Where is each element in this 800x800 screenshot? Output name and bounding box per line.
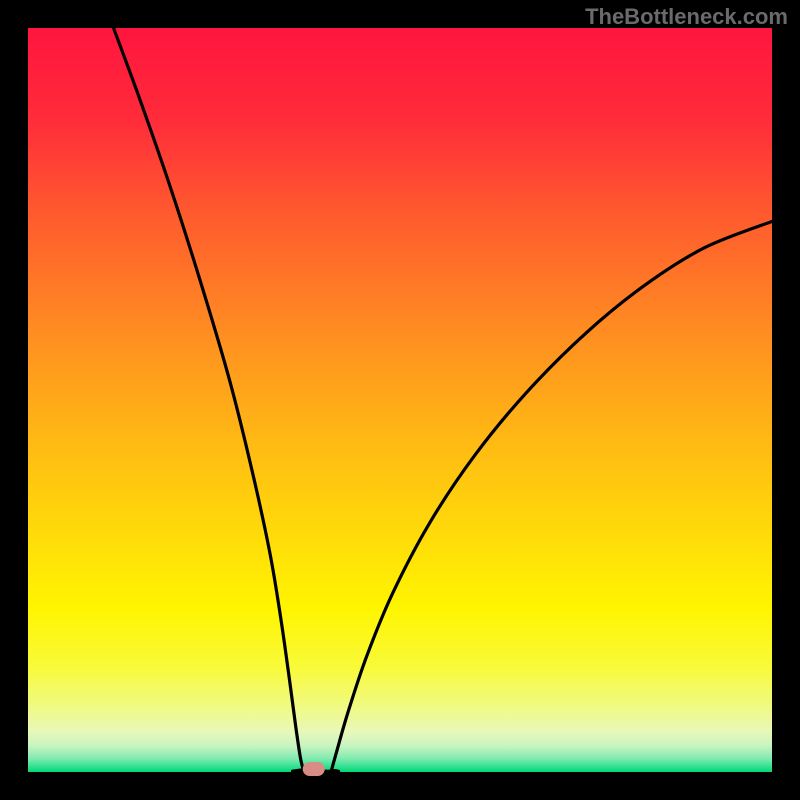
chart-container: TheBottleneck.com [0,0,800,800]
watermark-text: TheBottleneck.com [585,4,788,30]
plot-background [28,28,772,772]
bottleneck-chart [0,0,800,800]
notch-marker [303,762,325,776]
